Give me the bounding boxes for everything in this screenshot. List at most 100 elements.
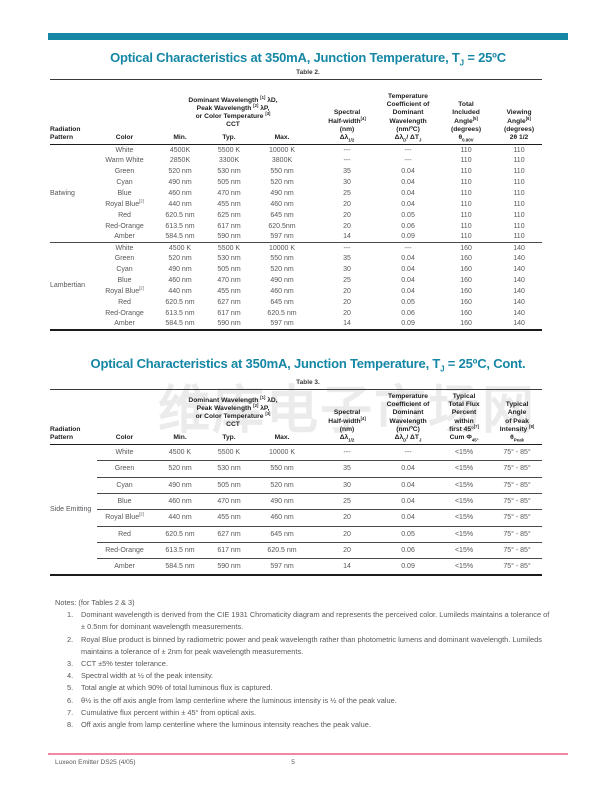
value-cell: 613.5 nm xyxy=(165,222,195,230)
color-cell: Blue xyxy=(117,277,132,285)
table-row: Amber 584.5 nm 590 nm 597 nm 14 0.09 160 140 xyxy=(50,319,542,330)
value-cell: 620.5 nm xyxy=(165,298,195,306)
value-cell: 160 xyxy=(460,277,472,285)
table3-caption: Table 3. xyxy=(296,379,320,386)
value-cell: 30 xyxy=(314,477,381,494)
table-row: Red 620.5 nm 627 nm 645 nm 20 0.05 160 140 xyxy=(50,297,542,308)
value-cell: 20 xyxy=(343,222,351,230)
value-cell: 20 xyxy=(343,200,351,208)
table-row: Batwing White 4500K 5500 K 10000 K --- --- 110 1… xyxy=(50,144,542,244)
note-text: Royal Blue product is binned by radiomet… xyxy=(81,634,542,656)
value-cell: 25 xyxy=(314,493,381,511)
value-cell: 460 nm xyxy=(152,493,208,511)
value-cell: 645 nm xyxy=(270,298,294,306)
value-cell: 75° - 85° xyxy=(492,493,543,511)
column-header-max: Max. xyxy=(250,431,315,446)
note-number: 8. xyxy=(67,720,74,730)
value-cell: 620.5 nm xyxy=(267,309,297,317)
note-number: 5. xyxy=(67,683,74,693)
value-cell: 2850K xyxy=(169,157,191,165)
column-header-color: Color xyxy=(97,79,152,146)
value-cell: --- xyxy=(343,244,351,252)
value-cell: 470 nm xyxy=(217,190,241,198)
notes-heading: Notes: (for Tables 2 & 3) xyxy=(55,598,135,607)
value-cell: 627 nm xyxy=(208,526,250,543)
value-cell: 0.06 xyxy=(401,309,415,317)
color-cell: Royal Blue[2] xyxy=(105,198,144,208)
value-cell: 460 nm xyxy=(168,277,192,285)
value-cell: 584.5 nm xyxy=(165,563,195,570)
column-header-angle-of-peak-intensity: Typical Angle of Peak Intensity [8] θPeak xyxy=(492,389,543,446)
note-text: Spectral width at ½ of the peak intensit… xyxy=(81,671,214,681)
value-cell: 75° - 85° xyxy=(492,542,543,560)
value-cell: 617 nm xyxy=(208,542,250,560)
table-row: Blue 460 nm 470 nm 490 nm 25 0.04 160 140 xyxy=(50,275,542,286)
value-cell: 4500K xyxy=(169,146,191,154)
color-cell: White xyxy=(115,146,134,154)
table-row: Royal Blue[2] 440 nm 455 nm 460 nm 20 0.04 <15… xyxy=(50,509,543,527)
value-cell: 490 nm xyxy=(270,190,294,198)
value-cell: 110 xyxy=(513,146,525,154)
value-cell: 550 nm xyxy=(250,460,315,478)
value-cell: 0.04 xyxy=(380,477,437,494)
value-cell: <15% xyxy=(436,542,493,560)
color-cell: Red xyxy=(97,526,152,543)
value-cell: 620.5 nm xyxy=(250,542,315,560)
note-number: 6. xyxy=(67,695,74,705)
value-cell: 3300K xyxy=(218,157,240,165)
table-row: Amber 584.5 nm 590 nm 597 nm 14 0.09 110 110 xyxy=(50,231,543,244)
column-header-typ: Typ. xyxy=(208,431,250,446)
value-cell: 597 nm xyxy=(250,231,315,244)
value-cell: 35 xyxy=(314,460,381,478)
value-cell: 160 xyxy=(460,266,472,274)
color-cell: Blue xyxy=(97,493,152,511)
footer-accent-rule xyxy=(48,753,568,755)
value-cell: 613.5 nm xyxy=(152,542,208,560)
table-row: Side Emitting White 4500 K 5500 K 10000 K ---… xyxy=(50,444,543,513)
value-cell: 110 xyxy=(460,179,472,187)
table2-caption: Table 2. xyxy=(296,69,320,76)
value-cell: 0.04 xyxy=(380,493,437,511)
value-cell: 520 nm xyxy=(168,255,192,263)
color-cell: Royal Blue[2] xyxy=(97,509,152,527)
value-cell: 160 xyxy=(460,309,472,317)
value-cell: 25 xyxy=(343,190,351,198)
value-cell: 617 nm xyxy=(217,309,241,317)
column-header-radiation-pattern: Radiation Pattern xyxy=(50,389,97,446)
table-row: Red-Orange 613.5 nm 617 nm 620.5nm 20 0.06 110… xyxy=(50,221,542,232)
value-cell: 10000 K xyxy=(268,244,296,252)
note-item: 5. Total angle at which 90% of total lumi… xyxy=(67,682,555,694)
column-header-typ: Typ. xyxy=(208,131,250,146)
radiation-pattern-label: Side Emitting xyxy=(50,505,92,513)
value-cell: 520 nm xyxy=(270,266,294,274)
color-cell: Warm White xyxy=(105,157,144,165)
note-item: 2. Royal Blue product is binned by radiom… xyxy=(67,634,555,658)
value-cell: 20 xyxy=(343,288,351,296)
value-cell: 0.05 xyxy=(380,526,437,543)
value-cell: 613.5 nm xyxy=(165,309,195,317)
value-cell: 35 xyxy=(343,168,351,176)
column-header-spectral-halfwidth: Spectral Half-width[4] (nm) Δλ1/2 xyxy=(314,79,381,146)
column-header-spectral-halfwidth: Spectral Half-width[4] (nm) Δλ1/2 xyxy=(314,389,381,446)
value-cell: 0.06 xyxy=(380,542,437,560)
column-header-wavelength-group: Dominant Wavelength [1] λD, Peak Waveleng… xyxy=(188,94,278,129)
table-row: Green 520 nm 530 nm 550 nm 35 0.04 160 140 xyxy=(50,253,542,264)
value-cell: 620.5 nm xyxy=(165,211,195,219)
value-cell: 35 xyxy=(343,255,351,263)
value-cell: 0.04 xyxy=(401,200,415,208)
value-cell: 75° - 85° xyxy=(492,509,543,527)
table-row: Cyan 490 nm 505 nm 520 nm 30 0.04 160 140 xyxy=(50,264,542,275)
optical-characteristics-table-3: Radiation Pattern Color Dominant Waveleng… xyxy=(50,389,543,576)
value-cell: <15% xyxy=(436,526,493,543)
value-cell: <15% xyxy=(436,477,493,494)
note-text: CCT ±5% tester tolerance. xyxy=(81,659,168,669)
table-row: Blue 460 nm 470 nm 490 nm 25 0.04 <15% 75° - 85… xyxy=(50,493,543,511)
color-cell: Green xyxy=(114,255,135,263)
value-cell: 505 nm xyxy=(217,179,241,187)
value-cell: 440 nm xyxy=(168,288,192,296)
value-cell: 490 nm xyxy=(168,266,192,274)
value-cell: 0.09 xyxy=(401,563,415,570)
table-row: Blue 460 nm 470 nm 490 nm 25 0.04 110 110 xyxy=(50,188,542,199)
column-header-max: Max. xyxy=(250,131,315,146)
